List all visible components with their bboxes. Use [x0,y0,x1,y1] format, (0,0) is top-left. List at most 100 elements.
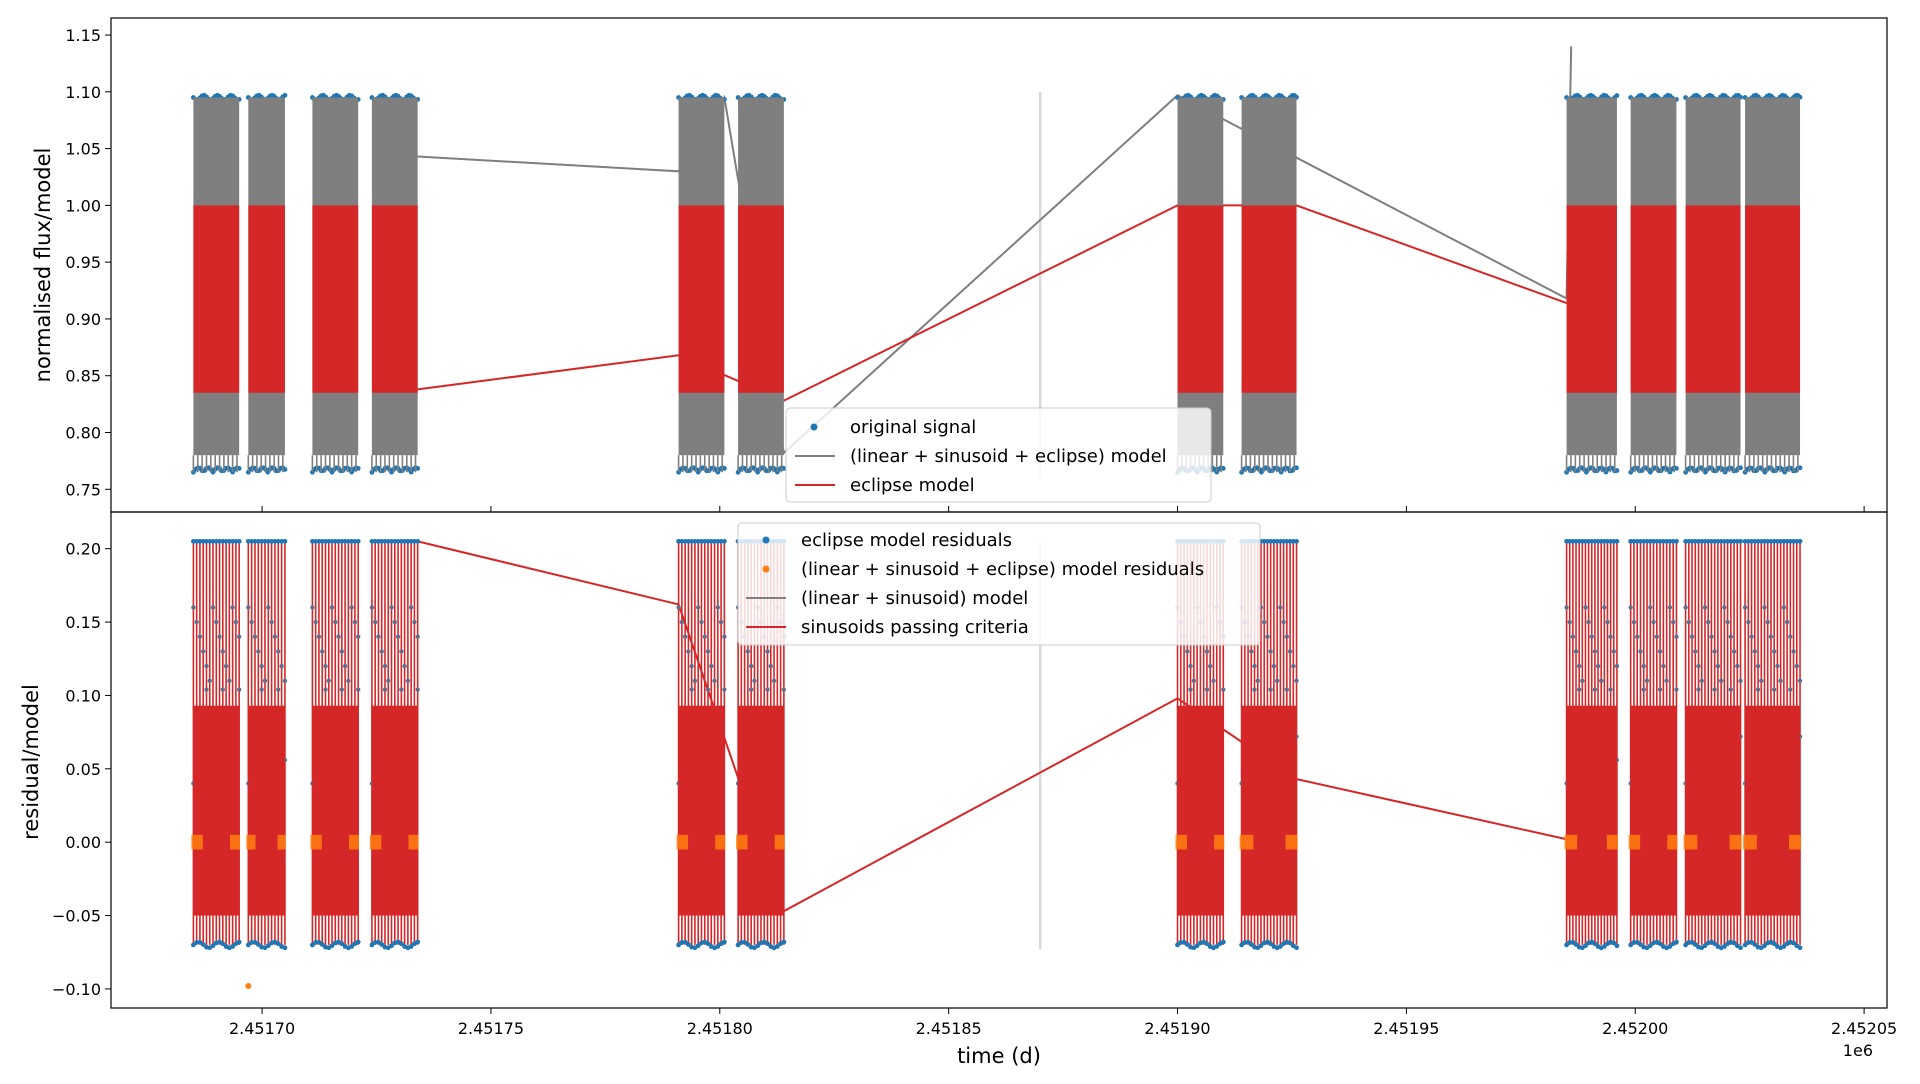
eclipse-residual-point [765,687,770,692]
original-signal-point [1797,465,1803,471]
legend-marker-full-residuals [762,565,770,573]
full-residual-cluster [369,834,382,850]
gray-model-connector [417,46,1573,455]
x-tick-label: 2.45205 [1831,1019,1897,1038]
eclipse-residual-point [735,942,741,948]
eclipse-residual-point [1294,678,1299,683]
eclipse-residual-point [1683,605,1688,610]
eclipse-residual-point [1791,649,1796,654]
eclipse-residual-point [1657,687,1663,692]
eclipse-residual-point [1265,634,1270,639]
eclipse-residual-point [1644,678,1650,683]
eclipse-residual-point [1667,944,1673,949]
eclipse-residual-point [1755,687,1761,692]
eclipse-residual-point [1755,663,1761,669]
eclipse-residual-point [392,619,397,625]
eclipse-residual-point [774,944,780,949]
eclipse-residual-point [382,663,388,669]
y-tick-label: −0.05 [52,907,101,926]
eclipse-residual-point [399,687,404,692]
eclipse-residual-point [197,634,203,639]
eclipse-residual-point [372,619,378,625]
x-axis-label: time (d) [957,1044,1041,1068]
eclipse-residual-point [1771,649,1777,654]
eclipse-residual-point [1573,649,1579,654]
eclipse-residual-point [1589,634,1594,639]
eclipse-residual-point [214,619,219,625]
eclipse-residual-point [245,942,251,948]
eclipse-residual-point [1731,940,1737,946]
passing-sinusoid-band [1630,705,1677,916]
eclipse-model-band [678,205,725,393]
eclipse-residual-point [236,939,242,945]
eclipse-residual-point [1271,663,1277,669]
bottom-legend-box [737,522,1261,646]
eclipse-residual-point [1287,940,1293,946]
eclipse-residual-point [1277,944,1283,949]
bottom-legend: eclipse model residuals (linear + sinuso… [737,522,1261,646]
y-tick-label: −0.10 [52,980,101,999]
eclipse-residual-point [220,941,226,947]
eclipse-residual-point [339,941,345,947]
eclipse-residual-point [1611,649,1616,654]
eclipse-residual-point [1185,649,1190,654]
eclipse-residual-point [245,538,251,544]
eclipse-residual-point [1249,649,1254,654]
legend-marker-eclipse-residuals [762,536,770,544]
eclipse-residual-point [689,663,694,669]
eclipse-residual-point [1635,634,1640,639]
eclipse-residual-point [402,663,407,669]
eclipse-model-band [248,205,285,393]
eclipse-residual-point [265,538,271,544]
eclipse-residual-point [1284,687,1290,692]
eclipse-residual-point [194,619,199,625]
eclipse-residual-point [1611,940,1617,946]
eclipse-residual-point [1567,619,1572,625]
eclipse-residual-point [1693,649,1698,654]
eclipse-residual-point [1188,687,1193,692]
eclipse-residual-point [227,678,232,683]
eclipse-residual-point [279,538,285,544]
eclipse-residual-point [1781,605,1787,610]
eclipse-residual-point [1762,943,1767,949]
eclipse-residual-point [1194,943,1200,949]
eclipse-residual-point [1291,663,1296,669]
eclipse-residual-point [355,538,361,544]
eclipse-residual-point [415,634,420,639]
eclipse-residual-point [379,649,384,654]
eclipse-residual-point [252,538,258,544]
y-tick-label: 1.15 [65,26,101,45]
full-residual-cluster [676,834,689,850]
eclipse-residual-point [715,944,721,949]
eclipse-residual-point [1797,538,1803,544]
eclipse-residual-point [1608,687,1613,692]
full-residual-cluster [349,834,360,850]
eclipse-residual-point [279,663,284,669]
passing-sinusoid-band [312,705,359,916]
eclipse-model-band [738,205,784,393]
eclipse-model-band [371,205,418,393]
eclipse-residual-point [1631,619,1637,625]
eclipse-residual-point [1262,619,1267,625]
eclipse-residual-point [200,942,206,947]
eclipse-residual-point [1258,943,1264,949]
eclipse-residual-point [1674,634,1679,639]
eclipse-residual-point [1184,942,1190,947]
eclipse-residual-point [1657,649,1663,654]
eclipse-residual-point [1583,605,1588,610]
eclipse-residual-point [1208,663,1213,669]
eclipse-residual-point [1725,619,1730,625]
full-residual-cluster [1606,834,1618,850]
eclipse-residual-point [1765,619,1770,625]
eclipse-residual-point [702,634,707,639]
eclipse-residual-point [275,941,281,947]
eclipse-residual-point [1746,619,1751,625]
y-tick-label: 0.90 [65,310,101,329]
top-y-axis-label: normalised flux/model [31,148,55,383]
eclipse-residual-point [1175,942,1180,948]
eclipse-residual-point [1576,687,1582,692]
eclipse-residual-point [1759,678,1764,683]
eclipse-residual-point [1699,678,1704,683]
eclipse-residual-point [252,634,258,639]
